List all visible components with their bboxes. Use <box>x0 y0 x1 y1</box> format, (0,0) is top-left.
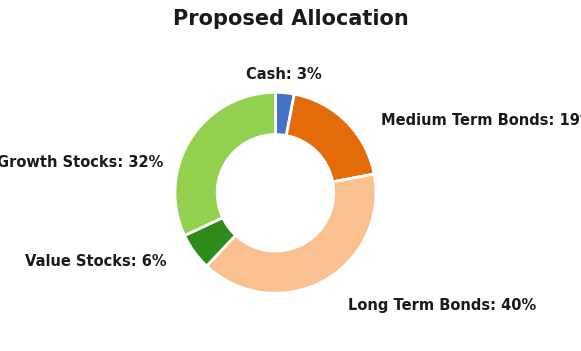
Wedge shape <box>207 174 376 293</box>
Wedge shape <box>175 92 275 236</box>
Text: Growth Stocks: 32%: Growth Stocks: 32% <box>0 155 163 170</box>
Title: Proposed Allocation: Proposed Allocation <box>173 9 408 29</box>
Text: Cash: 3%: Cash: 3% <box>246 67 321 82</box>
Text: Long Term Bonds: 40%: Long Term Bonds: 40% <box>348 298 536 313</box>
Wedge shape <box>185 218 235 266</box>
Text: Value Stocks: 6%: Value Stocks: 6% <box>26 254 167 269</box>
Wedge shape <box>286 94 374 182</box>
Text: Medium Term Bonds: 19%: Medium Term Bonds: 19% <box>381 113 581 128</box>
Wedge shape <box>275 92 294 135</box>
